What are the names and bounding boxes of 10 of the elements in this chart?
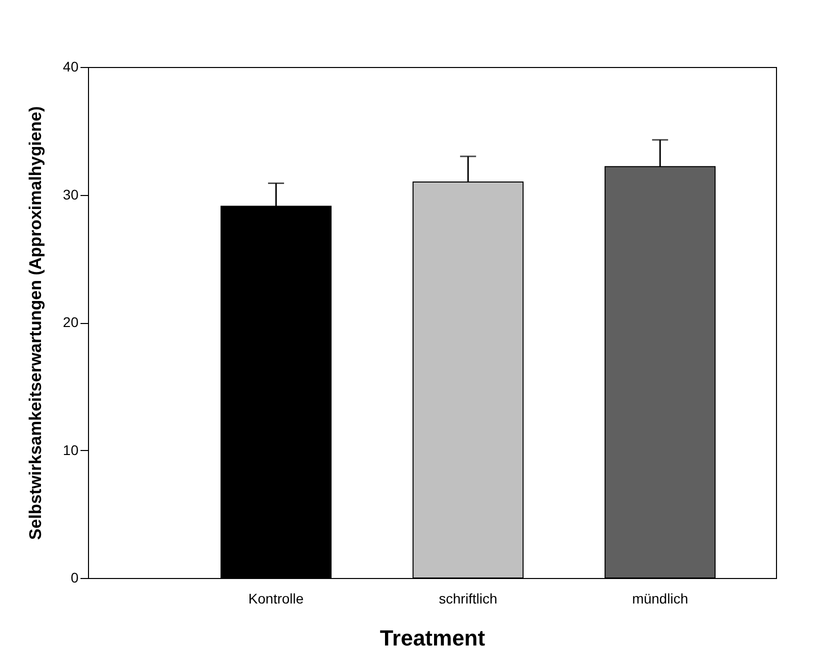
y-tick-label: 20 <box>62 314 79 330</box>
y-tick-label: 40 <box>62 58 79 74</box>
y-axis-title: Selbstwirksamkeitserwartungen (Approximalhygiene) <box>26 106 45 540</box>
x-tick-label: Kontrolle <box>248 590 304 606</box>
x-tick-label: mündlich <box>632 590 688 606</box>
y-tick-label: 30 <box>62 186 79 202</box>
y-tick-label: 10 <box>62 442 79 458</box>
x-axis-title: Treatment <box>380 626 486 650</box>
y-tick-label: 0 <box>70 570 79 586</box>
x-tick-label: schriftlich <box>438 590 498 606</box>
